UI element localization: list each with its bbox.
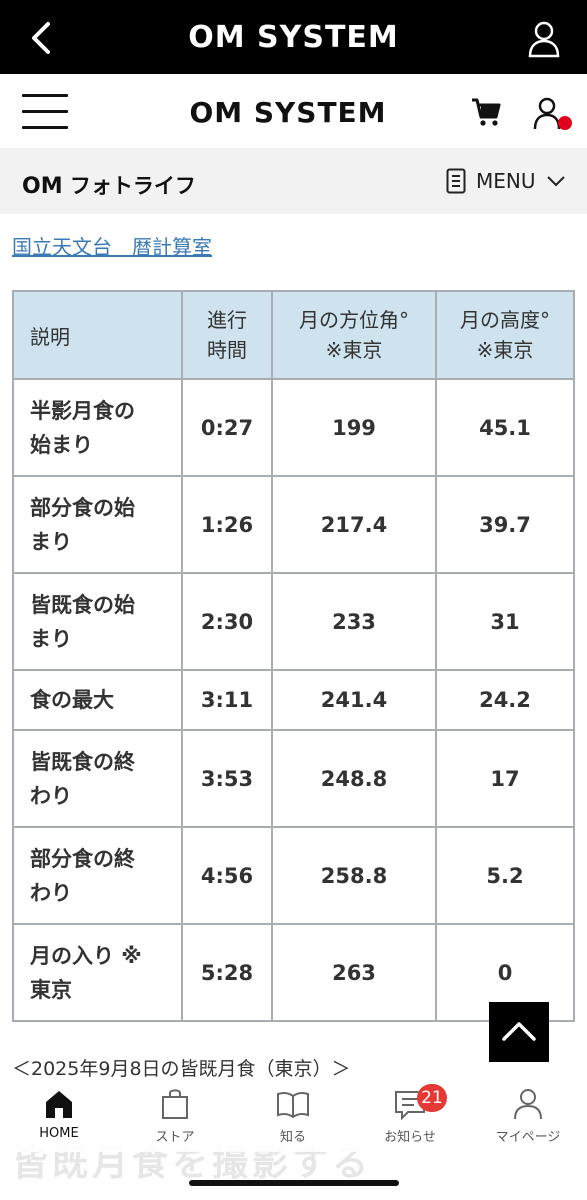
cell-event: 皆既食の終 わり bbox=[12, 729, 183, 828]
document-icon bbox=[446, 168, 466, 194]
cell-event: 食の最大 bbox=[12, 669, 183, 731]
home-indicator bbox=[189, 1180, 399, 1186]
notification-badge: 21 bbox=[417, 1084, 447, 1112]
naoj-calendar-link[interactable]: 国立天文台 暦計算室 bbox=[12, 235, 212, 259]
cell-azimuth: 217.4 bbox=[271, 475, 437, 574]
user-icon bbox=[514, 1089, 542, 1120]
cell-event: 月の入り ※ 東京 bbox=[12, 923, 183, 1022]
cell-time: 4:56 bbox=[181, 826, 273, 925]
cell-event: 皆既食の始 まり bbox=[12, 572, 183, 671]
user-icon[interactable] bbox=[532, 96, 572, 134]
shopping-bag-icon bbox=[162, 1089, 188, 1119]
scroll-to-top-button[interactable] bbox=[489, 1002, 549, 1062]
cell-altitude: 31 bbox=[435, 572, 575, 671]
cell-time: 3:11 bbox=[181, 669, 273, 731]
table-row: 半影月食の 始まり 0:27 199 45.1 bbox=[12, 378, 575, 477]
chevron-up-icon bbox=[502, 1022, 536, 1041]
cell-azimuth: 248.8 bbox=[271, 729, 437, 828]
cell-time: 3:53 bbox=[181, 729, 273, 828]
cell-altitude: 17 bbox=[435, 729, 575, 828]
nav-learn-label: 知る bbox=[279, 1130, 306, 1145]
table-row: 皆既食の終 わり 3:53 248.8 17 bbox=[12, 729, 575, 828]
user-icon[interactable] bbox=[527, 20, 561, 58]
cell-altitude: 24.2 bbox=[435, 669, 575, 731]
cell-azimuth: 233 bbox=[271, 572, 437, 671]
logo-photolife-text: フォトライフ bbox=[69, 174, 196, 198]
book-icon bbox=[277, 1091, 309, 1119]
cell-altitude: 39.7 bbox=[435, 475, 575, 574]
table-row: 部分食の始 まり 1:26 217.4 39.7 bbox=[12, 475, 575, 574]
nav-mypage[interactable]: マイページ bbox=[473, 1086, 583, 1145]
menu-label: MENU bbox=[476, 169, 536, 193]
table-header-row: 説明 進行 時間 月の方位角° ※東京 月の高度° ※東京 bbox=[12, 290, 575, 380]
nav-home[interactable]: HOME bbox=[4, 1086, 114, 1141]
nav-home-label: HOME bbox=[39, 1126, 79, 1141]
chevron-down-icon bbox=[546, 176, 565, 187]
cell-azimuth: 258.8 bbox=[271, 826, 437, 925]
cell-time: 2:30 bbox=[181, 572, 273, 671]
chevron-left-icon[interactable] bbox=[24, 18, 64, 58]
menu-button[interactable]: MENU bbox=[446, 166, 566, 196]
nav-news[interactable]: お知らせ 21 bbox=[355, 1084, 465, 1145]
site-brand[interactable]: OM SYSTEM bbox=[189, 96, 387, 129]
cell-altitude: 5.2 bbox=[435, 826, 575, 925]
nav-store-label: ストア bbox=[155, 1130, 195, 1145]
table-row: 皆既食の始 まり 2:30 233 31 bbox=[12, 572, 575, 671]
cell-time: 0:27 bbox=[181, 378, 273, 477]
column-header-elapsed-time: 進行 時間 bbox=[181, 290, 273, 380]
nav-news-label: お知らせ bbox=[384, 1130, 436, 1145]
eclipse-timeline-table: 説明 進行 時間 月の方位角° ※東京 月の高度° ※東京 半影月食の 始まり … bbox=[12, 290, 575, 1022]
column-header-description: 説明 bbox=[12, 290, 183, 380]
notification-dot bbox=[558, 116, 572, 130]
logo-om-text: OM bbox=[22, 174, 63, 199]
cell-azimuth: 241.4 bbox=[271, 669, 437, 731]
cell-event: 部分食の終 わり bbox=[12, 826, 183, 925]
cell-event: 半影月食の 始まり bbox=[12, 378, 183, 477]
home-icon bbox=[46, 1091, 72, 1118]
cell-azimuth: 263 bbox=[271, 923, 437, 1022]
cell-time: 1:26 bbox=[181, 475, 273, 574]
site-header: OM SYSTEM bbox=[0, 74, 587, 148]
cell-event: 部分食の始 まり bbox=[12, 475, 183, 574]
column-header-altitude: 月の高度° ※東京 bbox=[435, 290, 575, 380]
app-bar: OM SYSTEM bbox=[0, 0, 587, 74]
cell-time: 5:28 bbox=[181, 923, 273, 1022]
nav-mypage-label: マイページ bbox=[495, 1130, 561, 1145]
sub-header: OM フォトライフ MENU bbox=[0, 148, 587, 214]
app-brand: OM SYSTEM bbox=[188, 20, 399, 55]
figure-caption: ＜2025年9月8日の皆既月食（東京）＞ bbox=[12, 1058, 351, 1080]
cart-icon[interactable] bbox=[470, 96, 502, 128]
cell-azimuth: 199 bbox=[271, 378, 437, 477]
bottom-navigation: HOME ストア 知る お知らせ 21 マイページ bbox=[0, 1080, 587, 1152]
cell-altitude: 45.1 bbox=[435, 378, 575, 477]
column-header-azimuth: 月の方位角° ※東京 bbox=[271, 290, 437, 380]
table-row: 部分食の終 わり 4:56 258.8 5.2 bbox=[12, 826, 575, 925]
photolife-logo[interactable]: OM フォトライフ bbox=[22, 170, 196, 200]
table-row: 月の入り ※ 東京 5:28 263 0 bbox=[12, 923, 575, 1022]
nav-store[interactable]: ストア bbox=[120, 1086, 230, 1145]
nav-learn[interactable]: 知る bbox=[238, 1086, 348, 1145]
table-row: 食の最大 3:11 241.4 24.2 bbox=[12, 669, 575, 731]
hamburger-menu-icon[interactable] bbox=[22, 94, 68, 130]
